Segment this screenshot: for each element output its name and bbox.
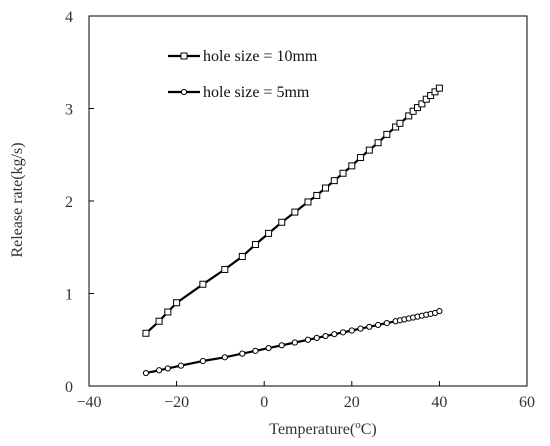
legend-item-10mm: hole size = 10mm [168, 48, 318, 65]
series-5mm-point [142, 369, 150, 377]
series-5mm [142, 307, 443, 377]
series-5mm-point [366, 323, 373, 330]
series-5mm-point [331, 331, 338, 338]
legend-label: hole size = 10mm [203, 48, 318, 65]
series-5mm-point [348, 327, 355, 334]
series-5mm-point [265, 344, 272, 352]
series-10mm-point [374, 139, 382, 147]
series-10mm-point [173, 299, 181, 307]
series-10mm-point [291, 208, 299, 216]
series-5mm-point [313, 334, 320, 341]
series-10mm-point [357, 154, 365, 162]
series-10mm-point [330, 177, 338, 185]
series-10mm-point [313, 191, 321, 199]
series-10mm-point [348, 162, 356, 170]
legend-marker [180, 88, 188, 96]
series-5mm-point [164, 365, 171, 372]
series-10mm [142, 84, 443, 337]
y-tick-label: 0 [65, 379, 73, 396]
x-tick-label: 20 [344, 394, 360, 411]
series-10mm-point [431, 88, 439, 96]
series-10mm-point [414, 104, 421, 112]
series-5mm-point [252, 347, 259, 354]
legend-marker [180, 52, 188, 60]
series-10mm-point [418, 100, 426, 108]
series-10mm-point [405, 112, 413, 120]
series-10mm-point [221, 265, 229, 273]
series-10mm-point [304, 198, 312, 206]
y-tick-label: 1 [65, 287, 73, 304]
series-5mm-point [374, 321, 382, 329]
legend-label: hole size = 5mm [203, 84, 310, 101]
series-10mm-point [155, 317, 163, 325]
series-5mm-point [278, 342, 285, 349]
series-10mm-point [392, 123, 400, 131]
series-10mm-point [199, 280, 207, 288]
series-10mm-point [278, 218, 286, 226]
series-5mm-point [177, 362, 185, 369]
series-10mm-point [164, 308, 172, 316]
series-10mm-point [265, 229, 273, 237]
x-tick-label: 0 [260, 394, 268, 411]
legend-item-5mm: hole size = 5mm [168, 84, 310, 101]
series-10mm-point [383, 130, 391, 138]
series-10mm-point [422, 95, 430, 103]
series-10mm-point [365, 146, 373, 154]
series-10mm-point [435, 84, 443, 92]
series-5mm-point [357, 325, 364, 332]
series-5mm-point [339, 329, 347, 336]
x-tick-label: −40 [76, 394, 101, 411]
series-10mm-point [142, 329, 150, 337]
y-axis-title: Release rate(kg/s) [9, 142, 26, 257]
series-10mm-point [427, 92, 435, 100]
series-layer [142, 84, 443, 377]
x-axis-title-text: Temperature( [269, 421, 355, 438]
series-5mm-point [239, 350, 246, 357]
series-5mm-point [383, 320, 390, 327]
series-5mm-point [291, 339, 298, 346]
series-5mm-point [322, 332, 329, 340]
x-tick-label: 40 [431, 394, 447, 411]
series-10mm-point [251, 240, 259, 248]
x-axis-title-superscript: o [355, 419, 361, 431]
axis-ticks: −40 −20 0 20 40 60 0 1 2 3 4 [65, 9, 535, 411]
series-5mm-point [436, 307, 443, 315]
series-10mm-point [238, 253, 246, 260]
legend: hole size = 10mm hole size = 5mm [168, 48, 318, 101]
x-tick-label: −20 [164, 394, 189, 411]
y-tick-label: 4 [65, 9, 73, 26]
x-tick-label: 60 [519, 394, 535, 411]
series-10mm-point [396, 119, 404, 127]
series-5mm-point [221, 354, 228, 361]
series-5mm-point [155, 367, 163, 374]
x-axis-title: Temperature(oC) [269, 419, 376, 438]
series-10mm-point [339, 169, 347, 177]
series-10mm-point [409, 107, 417, 115]
y-tick-label: 3 [65, 102, 73, 119]
y-tick-label: 2 [65, 194, 73, 211]
series-5mm-point [199, 357, 206, 365]
series-10mm-point [322, 184, 330, 192]
x-axis-title-unit: C) [361, 421, 377, 438]
series-5mm-point [304, 336, 312, 343]
